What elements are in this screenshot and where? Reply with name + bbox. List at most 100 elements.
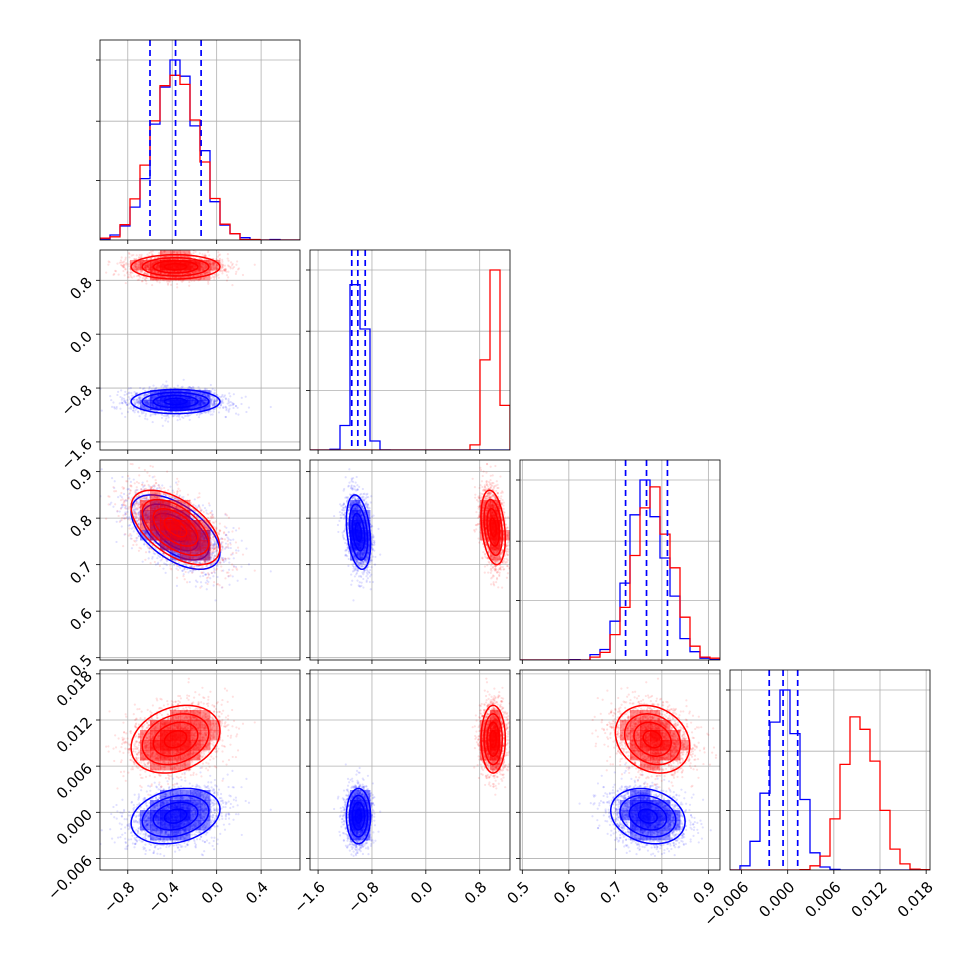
scatter-point: [132, 409, 135, 412]
scatter-point: [135, 519, 139, 522]
scatter-point: [137, 398, 140, 401]
scatter-point: [126, 271, 129, 275]
scatter-point: [192, 271, 195, 274]
scatter-point: [236, 406, 239, 409]
scatter-point: [121, 264, 124, 268]
scatter-point: [203, 392, 206, 396]
scatter-point: [212, 408, 216, 411]
scatter-point: [269, 405, 272, 409]
scatter-point: [188, 284, 191, 287]
scatter-point: [203, 254, 206, 258]
scatter-point: [224, 268, 228, 271]
scatter-point: [133, 275, 136, 278]
scatter-point: [146, 402, 150, 405]
scatter-point: [129, 260, 132, 263]
scatter-point: [212, 263, 215, 266]
scatter-point: [148, 525, 151, 528]
scatter-point: [119, 407, 122, 410]
scatter-point: [124, 267, 127, 271]
scatter-point: [189, 252, 192, 255]
scatter-point: [215, 264, 219, 267]
scatter-point: [129, 275, 133, 278]
scatter-point: [222, 395, 225, 398]
scatter-point: [212, 263, 215, 266]
scatter-point: [148, 408, 151, 411]
scatter-point: [140, 410, 143, 413]
scatter-point: [200, 273, 203, 276]
scatter-point: [244, 395, 247, 398]
scatter-point: [205, 388, 208, 391]
scatter-point: [165, 258, 169, 261]
scatter-point: [199, 257, 202, 260]
scatter-point: [121, 261, 124, 264]
scatter-point: [177, 414, 180, 417]
scatter-point: [143, 399, 146, 402]
scatter-point: [220, 400, 223, 403]
scatter-point: [170, 550, 173, 553]
scatter-point: [173, 386, 176, 389]
scatter-point: [143, 395, 146, 398]
scatter-point: [130, 391, 133, 395]
scatter-point: [126, 398, 129, 402]
scatter-point: [147, 403, 151, 406]
scatter-point: [209, 397, 212, 400]
scatter-point: [216, 564, 219, 568]
scatter-point: [203, 272, 206, 275]
scatter-point: [151, 413, 154, 416]
scatter-point: [134, 266, 138, 269]
scatter-point: [128, 397, 132, 401]
scatter-point: [194, 270, 197, 273]
scatter-point: [212, 403, 215, 407]
scatter-point: [222, 406, 225, 409]
scatter-point: [205, 410, 208, 414]
scatter-point: [195, 271, 198, 274]
contour-line: [152, 394, 199, 409]
scatter-point: [192, 275, 195, 278]
scatter-point: [213, 400, 216, 403]
scatter-point: [203, 397, 206, 400]
scatter-point: [143, 543, 146, 546]
scatter-point: [213, 276, 216, 279]
scatter-point: [181, 410, 184, 414]
scatter-point: [144, 417, 147, 420]
scatter-point: [164, 563, 167, 566]
scatter-point: [227, 276, 230, 279]
scatter-point: [213, 551, 216, 554]
scatter-point: [137, 274, 141, 277]
scatter-point: [196, 552, 199, 555]
scatter-point: [160, 416, 164, 420]
scatter-point: [216, 399, 219, 402]
scatter-point: [128, 265, 131, 268]
scatter-point: [183, 414, 187, 418]
scatter-point: [135, 398, 139, 402]
scatter-point: [232, 393, 235, 396]
scatter-point: [247, 406, 251, 409]
scatter-point: [120, 256, 123, 259]
density-cell: [150, 270, 161, 281]
scatter-point: [223, 264, 227, 267]
scatter-point: [133, 403, 137, 406]
scatter-point: [221, 400, 224, 403]
scatter-point: [147, 392, 151, 395]
scatter-point: [126, 488, 129, 491]
scatter-point: [127, 251, 131, 255]
scatter-point: [187, 251, 191, 254]
scatter-point: [148, 273, 151, 276]
scatter-point: [148, 397, 151, 400]
scatter-point: [114, 270, 118, 273]
panel-2-0: [96, 459, 301, 664]
scatter-point: [121, 401, 124, 405]
scatter-point: [115, 407, 118, 410]
scatter-point: [122, 266, 125, 269]
scatter-point: [209, 540, 213, 543]
scatter-point: [147, 400, 150, 403]
scatter-point: [220, 402, 223, 405]
scatter-point: [210, 398, 213, 401]
scatter-point: [155, 496, 158, 499]
scatter-point: [220, 269, 223, 272]
scatter-point: [215, 542, 218, 545]
scatter-point: [211, 513, 214, 516]
scatter-point: [212, 403, 215, 406]
scatter-point: [201, 246, 203, 248]
scatter-point: [220, 586, 224, 589]
